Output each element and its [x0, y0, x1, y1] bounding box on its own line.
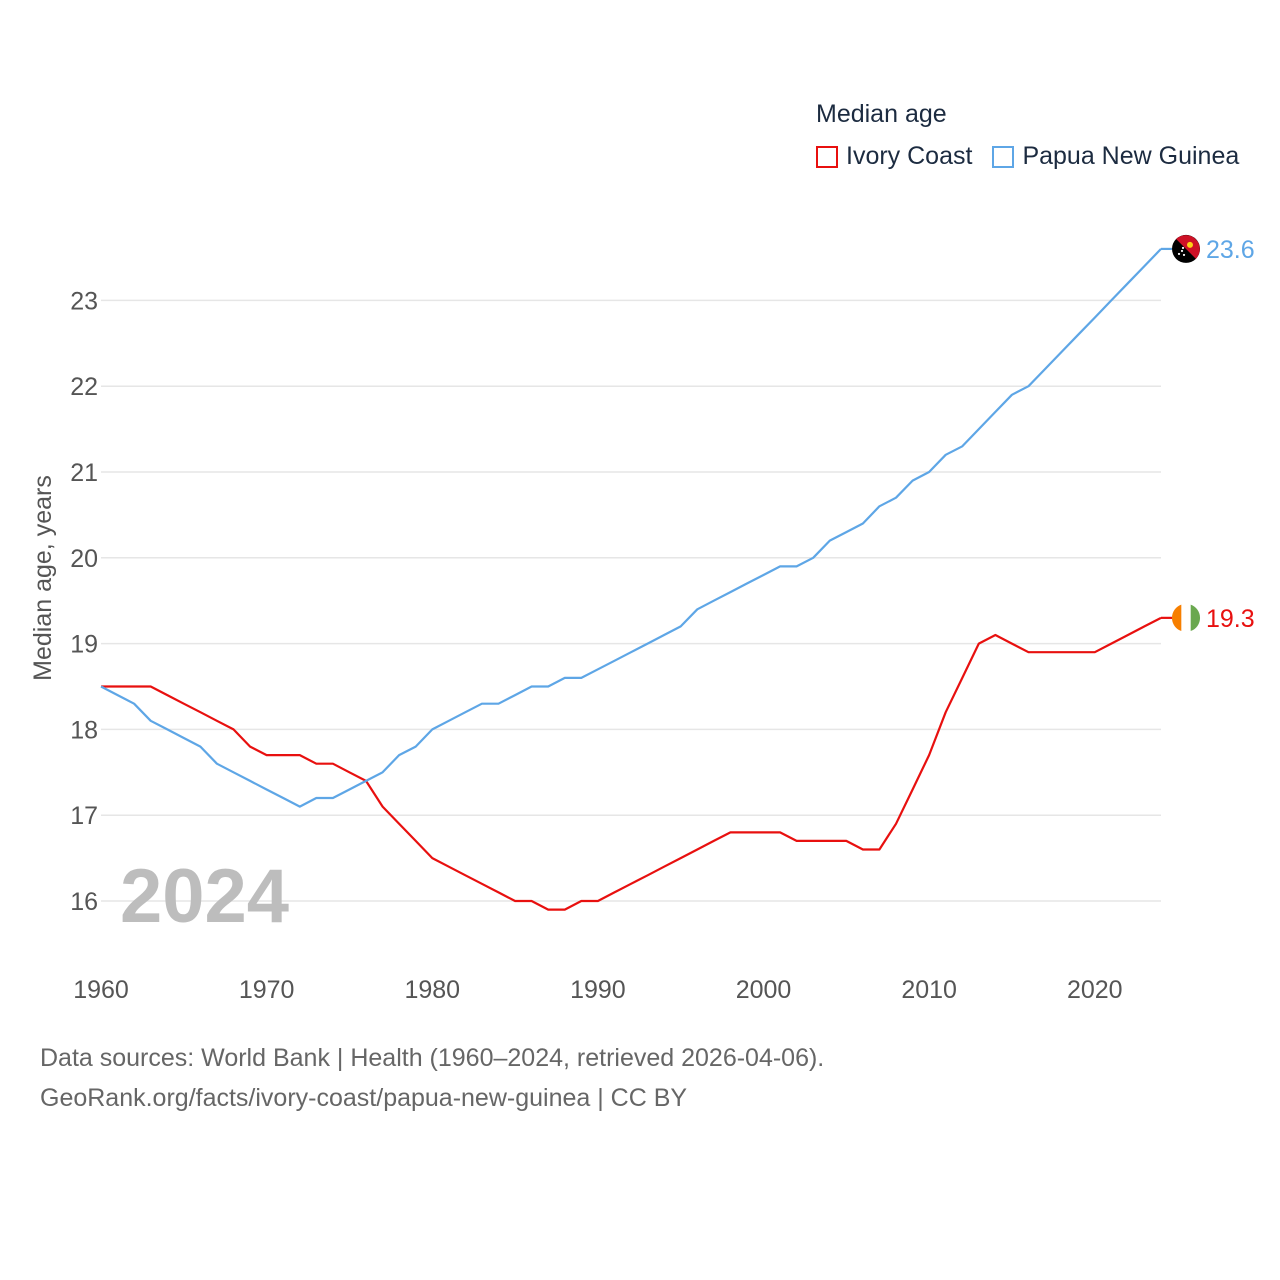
x-tick-label: 1970: [239, 976, 295, 1004]
flag-ivory-coast-icon: [1171, 603, 1201, 632]
y-tick-label: 18: [70, 716, 98, 744]
y-tick-label: 19: [70, 631, 98, 659]
x-tick-label: 2010: [901, 976, 957, 1004]
y-tick-label: 17: [70, 802, 98, 830]
legend-label-ivory-coast: Ivory Coast: [846, 142, 973, 170]
flag-star: [1180, 249, 1184, 253]
flag-bird: [1187, 241, 1193, 248]
y-axis-label: Median age, years: [29, 475, 57, 681]
footer-data-sources: Data sources: World Bank | Health (1960–…: [40, 1044, 825, 1072]
legend-item-ivory-coast[interactable]: Ivory Coast: [816, 142, 972, 171]
series-line-papua-new-guinea: [100, 248, 1162, 808]
series-line-ivory-coast: [101, 616, 1162, 911]
end-value-label-ivory-coast: 19.3: [1206, 605, 1255, 633]
y-tick-label: 20: [70, 545, 98, 573]
year-watermark: 2024: [120, 854, 289, 939]
y-tick-label: 16: [70, 888, 98, 916]
flag-stripe-orange: [1171, 604, 1182, 632]
legend: Ivory Coast Papua New Guinea: [816, 142, 1259, 171]
flag-papua-new-guinea-icon: [1172, 234, 1200, 263]
footer-source-link[interactable]: GeoRank.org/facts/ivory-coast/papua-new-…: [40, 1084, 688, 1112]
flag-star: [1181, 246, 1185, 250]
y-tick-label: 21: [70, 459, 98, 487]
flag-stripe-green: [1190, 604, 1201, 632]
legend-swatch-ivory-coast: [816, 145, 838, 168]
legend-swatch-papua-new-guinea: [992, 145, 1015, 168]
end-value-label-papua-new-guinea: 23.6: [1206, 236, 1255, 264]
legend-label-papua-new-guinea: Papua New Guinea: [1022, 142, 1240, 170]
y-tick-label: 23: [70, 287, 98, 315]
x-tick-label: 2020: [1067, 976, 1123, 1004]
flag-star: [1182, 253, 1186, 257]
y-tick-label: 22: [70, 373, 98, 401]
x-tick-label: 1960: [73, 976, 129, 1004]
x-tick-label: 1990: [570, 976, 626, 1004]
flag-star: [1177, 252, 1181, 256]
legend-item-papua-new-guinea[interactable]: Papua New Guinea: [992, 142, 1239, 171]
x-tick-label: 1980: [404, 976, 460, 1004]
legend-title: Median age: [816, 100, 947, 128]
x-tick-label: 2000: [736, 976, 792, 1004]
